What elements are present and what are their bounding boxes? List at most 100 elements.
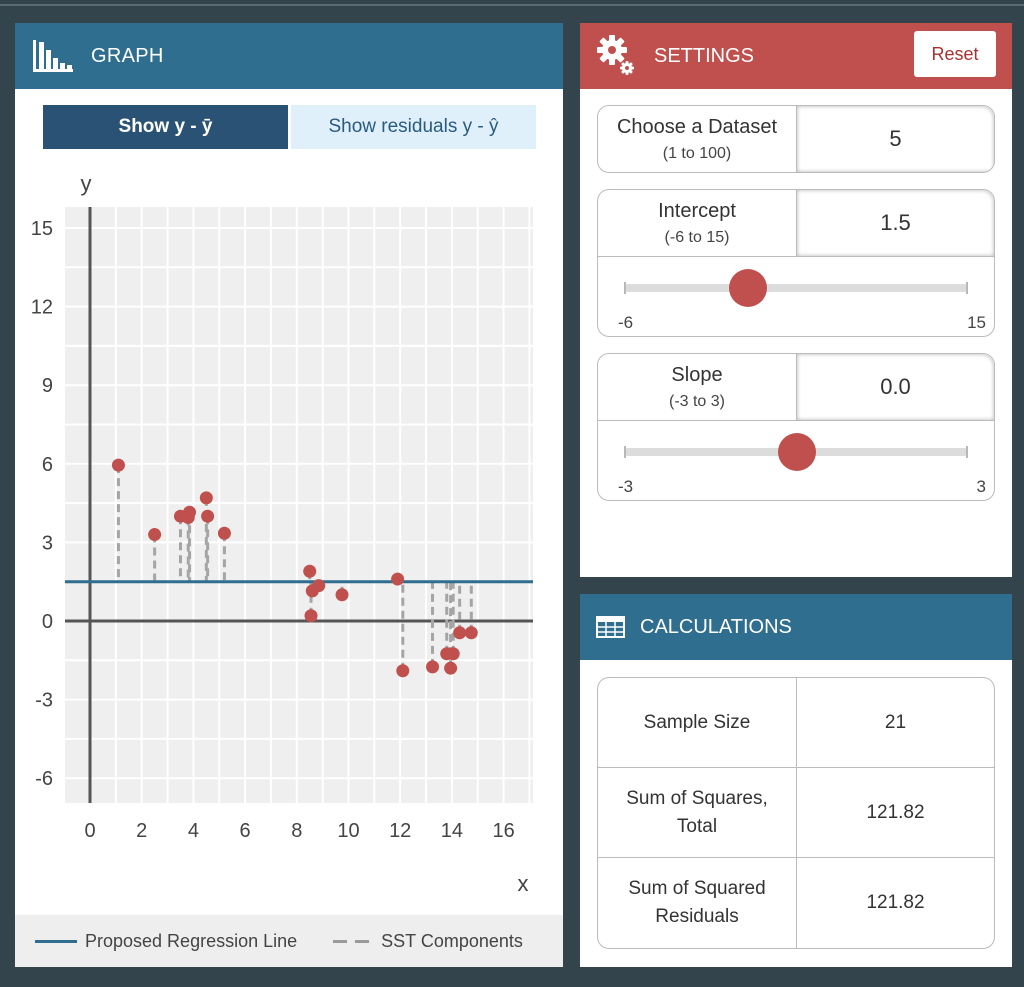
y-axis-label: y (81, 171, 92, 196)
x-tick-label: 10 (337, 820, 359, 842)
intercept-label: Intercept (658, 199, 736, 222)
intercept-input[interactable]: 1.5 (797, 190, 994, 256)
data-point (217, 526, 231, 540)
intercept-max-label: 15 (967, 313, 986, 332)
data-point (312, 579, 326, 593)
dashed-line-swatch (333, 939, 374, 943)
bar-chart-icon (31, 36, 75, 76)
calc-label: Sum of Squares, Total (598, 768, 797, 857)
slope-max-label: 3 (976, 477, 986, 496)
calculations-header: CALCULATIONS (580, 594, 1012, 660)
calc-row-sst: Sum of Squares, Total 121.82 (598, 768, 994, 858)
data-point (446, 647, 460, 661)
slope-label: Slope (671, 363, 723, 386)
legend-sst-components: SST Components (297, 931, 523, 952)
slope-label-cell: Slope (-3 to 3) (598, 354, 797, 420)
intercept-track-start (624, 282, 626, 294)
calc-value: 121.82 (866, 892, 925, 913)
legend-regression-label: Proposed Regression Line (85, 930, 298, 951)
view-toggle: Show y - ȳ Show residuals y - ŷ (43, 105, 536, 149)
dataset-field: Choose a Dataset (1 to 100) 5 (597, 105, 995, 173)
x-tick-label: 0 (84, 820, 95, 842)
y-tick-label: -3 (35, 690, 53, 712)
calc-value: 121.82 (866, 801, 925, 823)
intercept-min-label: -6 (618, 313, 634, 332)
data-point (181, 511, 195, 525)
slope-range: (-3 to 3) (668, 392, 725, 410)
data-point (426, 660, 440, 674)
settings-title: SETTINGS (654, 44, 755, 67)
data-point (111, 458, 125, 472)
show-residuals-toggle[interactable]: Show residuals y - ŷ (291, 105, 536, 149)
data-point (444, 661, 458, 675)
y-tick-label: 12 (31, 297, 53, 319)
x-tick-label: 16 (492, 820, 514, 842)
y-tick-label: 0 (42, 611, 53, 633)
dataset-input[interactable]: 5 (797, 106, 994, 172)
intercept-track-end (966, 282, 968, 294)
calc-row-ssr: Sum of Squared Residuals 121.82 (598, 858, 994, 948)
dataset-label: Choose a Dataset (616, 115, 778, 138)
slope-slider-handle[interactable] (778, 433, 816, 471)
y-tick-label: -6 (35, 768, 53, 790)
data-point (148, 528, 162, 542)
intercept-field: Intercept (-6 to 15) 1.5 -6 15 (597, 189, 995, 337)
calc-label: Sum of Squared Residuals (598, 858, 797, 948)
legend-sst-label: SST Components (381, 930, 523, 951)
calculations-panel: CALCULATIONS Sample Size 21 Sum of Squar… (580, 594, 1012, 967)
calculations-table: Sample Size 21 Sum of Squares, Total 121… (597, 677, 995, 949)
slope-min-label: -3 (618, 477, 634, 496)
intercept-slider-handle[interactable] (728, 269, 767, 307)
calc-value: 21 (884, 711, 907, 733)
solid-line-swatch (35, 939, 77, 943)
data-point (304, 609, 318, 623)
intercept-slider-track[interactable] (624, 284, 968, 292)
data-point (303, 564, 317, 578)
data-point (335, 588, 349, 602)
slope-track-end (966, 446, 968, 458)
calc-label: Sample Size (598, 678, 797, 767)
x-tick-label: 12 (389, 820, 411, 842)
data-point (199, 491, 213, 505)
graph-panel: GRAPH Show y - ȳ Show residuals y - ŷ 0 2… (15, 23, 563, 967)
settings-panel: SETTINGS Reset Choose a Dataset (1 to 10… (580, 23, 1012, 577)
y-tick-label: 6 (42, 454, 53, 476)
gear-icon (596, 34, 636, 78)
data-point (201, 509, 215, 523)
graph-legend: Proposed Regression Line SST Components (15, 915, 563, 967)
slope-slider: -3 3 (598, 420, 994, 500)
settings-header: SETTINGS Reset (580, 23, 1012, 89)
reset-button[interactable]: Reset (914, 31, 996, 77)
data-point (396, 664, 410, 678)
legend-regression-line: Proposed Regression Line (15, 931, 297, 952)
show-sst-toggle[interactable]: Show y - ȳ (43, 105, 288, 149)
slope-field: Slope (-3 to 3) 0.0 -3 3 (597, 353, 995, 501)
intercept-range: (-6 to 15) (664, 228, 730, 246)
table-icon (596, 615, 626, 639)
calc-row-sample-size: Sample Size 21 (598, 678, 994, 768)
x-tick-label: 2 (136, 820, 147, 842)
x-tick-label: 8 (291, 820, 302, 842)
x-tick-label: 14 (441, 820, 463, 842)
data-point (391, 572, 405, 586)
y-tick-label: 15 (31, 218, 53, 240)
data-point (464, 626, 478, 640)
x-tick-label: 4 (188, 820, 199, 842)
slope-input[interactable]: 0.0 (797, 354, 994, 420)
window-top-border (0, 4, 1024, 6)
dataset-range: (1 to 100) (662, 144, 732, 162)
plot-background (65, 207, 533, 803)
calculations-title: CALCULATIONS (640, 615, 792, 638)
x-axis-label: x (518, 871, 529, 896)
x-tick-label: 6 (240, 820, 251, 842)
slope-track-start (624, 446, 626, 458)
y-tick-label: 3 (42, 532, 53, 554)
graph-title: GRAPH (91, 44, 164, 67)
data-point (453, 626, 467, 640)
y-tick-label: 9 (42, 375, 53, 397)
intercept-slider: -6 15 (598, 256, 994, 336)
intercept-label-cell: Intercept (-6 to 15) (598, 190, 797, 256)
scatter-plot: 0 2 4 6 8 10 12 14 16 -6 -3 0 3 6 9 12 15 y x (15, 163, 563, 923)
dataset-label-cell: Choose a Dataset (1 to 100) (598, 106, 797, 172)
graph-header: GRAPH (15, 23, 563, 89)
